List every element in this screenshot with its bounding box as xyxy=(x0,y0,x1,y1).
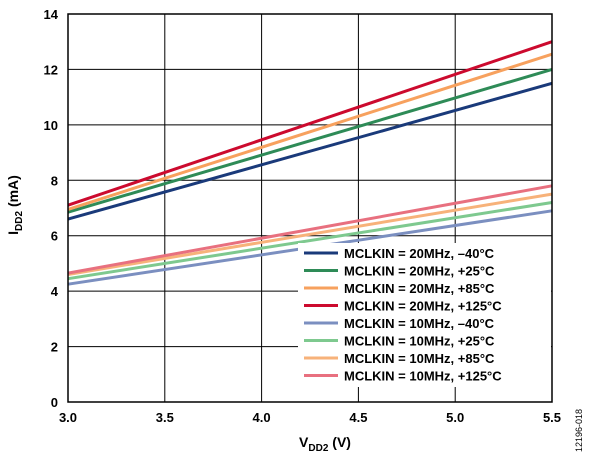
series-line xyxy=(67,67,553,214)
legend-label: MCLKIN = 20MHz, +85°C xyxy=(344,281,495,296)
x-tick-label: 3.5 xyxy=(156,410,174,425)
x-tick-label: 4.0 xyxy=(253,410,271,425)
legend-label: MCLKIN = 10MHz, +125°C xyxy=(344,369,502,384)
series-line xyxy=(67,192,553,276)
legend-label: MCLKIN = 10MHz, –40°C xyxy=(344,316,495,331)
series-line xyxy=(67,40,553,207)
y-tick-label: 6 xyxy=(51,229,58,244)
x-tick-label: 3.0 xyxy=(59,410,77,425)
series-line xyxy=(67,201,553,281)
series-line xyxy=(67,81,553,221)
x-tick-label: 5.5 xyxy=(543,410,561,425)
y-tick-label: 14 xyxy=(44,7,59,22)
tick-labels: 3.0 3.5 4.0 4.5 5.0 5.5 0 2 4 6 8 10 12 14 xyxy=(44,7,562,425)
x-axis-label: VDD2 (V) xyxy=(299,434,351,454)
legend-label: MCLKIN = 20MHz, –40°C xyxy=(344,246,495,261)
figure-id: 12196-018 xyxy=(574,409,584,452)
legend-background xyxy=(298,243,551,387)
y-tick-label: 10 xyxy=(44,118,58,133)
legend-label: MCLKIN = 20MHz, +25°C xyxy=(344,264,495,279)
y-tick-label: 4 xyxy=(51,284,59,299)
plot-frame xyxy=(67,13,553,403)
series-line xyxy=(67,52,553,211)
legend: MCLKIN = 20MHz, –40°C MCLKIN = 20MHz, +25… xyxy=(298,243,551,387)
y-tick-label: 8 xyxy=(51,173,58,188)
y-tick-label: 12 xyxy=(44,62,58,77)
series-line xyxy=(67,184,553,275)
series-lines xyxy=(67,40,553,286)
y-tick-label: 0 xyxy=(51,395,58,410)
legend-label: MCLKIN = 10MHz, +85°C xyxy=(344,351,495,366)
y-axis-label: IDD2 (mA) xyxy=(5,175,25,235)
y-tick-label: 2 xyxy=(51,340,58,355)
legend-label: MCLKIN = 20MHz, +125°C xyxy=(344,299,502,314)
legend-label: MCLKIN = 10MHz, +25°C xyxy=(344,334,495,349)
x-tick-label: 4.5 xyxy=(349,410,367,425)
x-tick-label: 5.0 xyxy=(446,410,464,425)
